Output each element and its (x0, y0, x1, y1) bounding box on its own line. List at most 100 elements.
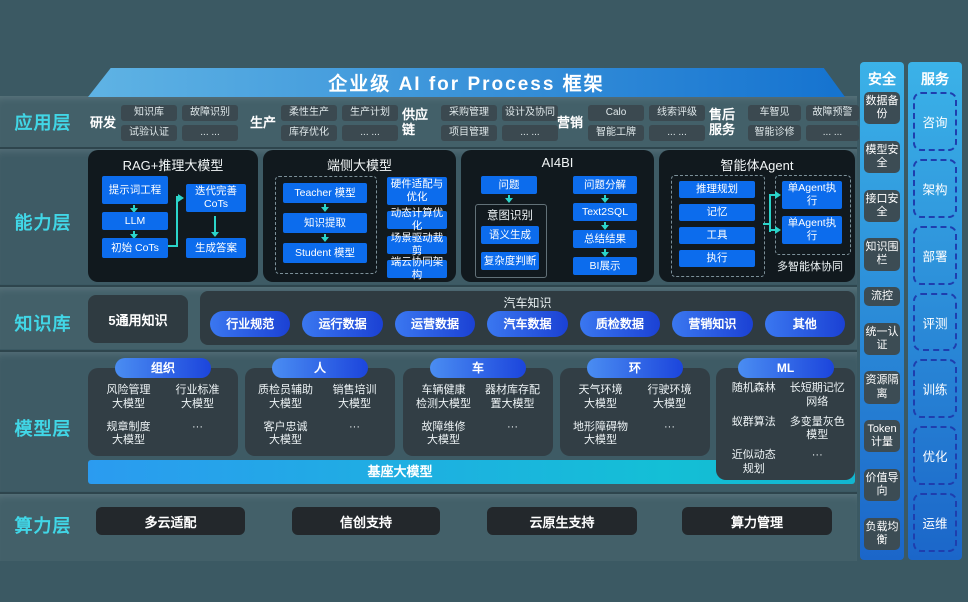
connector-line (176, 196, 178, 247)
bi-pipeline-box: 问题分解 (573, 176, 637, 194)
model-card-tag: 组织 (115, 358, 211, 378)
layer-label-compute: 算力层 (14, 516, 72, 536)
agent-module-box: 推理规划 (679, 181, 755, 198)
rag-right-box: 生成答案 (186, 238, 246, 258)
security-item: 统一认证 (864, 322, 900, 355)
connector-line (763, 223, 771, 225)
connector-line (168, 245, 178, 247)
ai4bi-panel-title: AI4BI (541, 155, 574, 170)
layer-label-application: 应用层 (14, 113, 72, 133)
layer-label-capability: 能力层 (14, 213, 72, 233)
app-item: 库存优化 (281, 125, 338, 141)
model-item: 近似动态 规划 (731, 449, 776, 475)
model-item: ··· (349, 420, 360, 433)
security-item: 知识围栏 (864, 238, 900, 271)
rag-step-box: LLM (102, 212, 168, 230)
service-item: 评测 (913, 292, 957, 352)
arrow-down-icon (601, 249, 609, 257)
service-item: 架构 (913, 158, 957, 218)
base-model-label: 基座大模型 (367, 464, 433, 479)
title-banner: 企业级 AI for Process 框架 (88, 68, 845, 97)
knowledge-pill: 质检数据 (579, 311, 661, 337)
divider (0, 492, 857, 494)
service-column-title: 服务 (921, 71, 949, 87)
model-item: 质检员辅助 大模型 (258, 384, 313, 410)
app-item: ... ... (342, 125, 399, 141)
model-item: 蚁群算法 (731, 415, 776, 428)
model-item: 行业标准 大模型 (175, 384, 220, 410)
security-item: 资源隔离 (864, 371, 900, 404)
service-item: 运维 (913, 493, 957, 553)
arrow-down-icon (130, 231, 138, 239)
ai4bi-panel: AI4BI 问题 意图识别 语义生成 复杂度判断 问题分解 Text2SQL 总… (461, 150, 654, 282)
security-item: 流控 (864, 287, 900, 307)
app-item: ... ... (806, 125, 859, 141)
model-item: ··· (507, 420, 518, 433)
knowledge-pill: 运行数据 (302, 311, 383, 337)
app-item: 故障识别 (182, 105, 239, 121)
service-item: 优化 (913, 426, 957, 486)
agent-executor-box: 单Agent执行 (782, 216, 842, 244)
bi-pipeline-box: Text2SQL (573, 203, 637, 221)
security-item: 接口安全 (864, 189, 900, 222)
edge-model-panel: 端侧大模型 Teacher 模型 知识提取 Student 模型 硬件适配与优化… (263, 150, 456, 282)
intent-label: 意图识别 (487, 210, 533, 222)
security-item: 负载均衡 (864, 517, 900, 550)
arrow-down-icon (211, 216, 219, 237)
bi-pipeline-box: BI展示 (573, 257, 637, 275)
intent-group-box (475, 204, 547, 278)
app-item: 柔性生产 (281, 105, 338, 121)
distill-group-box (275, 176, 377, 274)
knowledge-pill: 行业规范 (210, 311, 291, 337)
app-item: 智能工牌 (588, 125, 645, 141)
model-card-org: 组织 风险管理 大模型 行业标准 大模型 规章制度 大模型 ··· (88, 358, 238, 456)
divider (0, 350, 857, 352)
app-item: 项目管理 (441, 125, 497, 141)
agent-modules-box (671, 175, 765, 277)
connector-line (771, 194, 776, 196)
model-item: 长短期记忆 网络 (789, 382, 845, 408)
knowledge-pill: 汽车数据 (487, 311, 568, 337)
app-item: ... ... (182, 125, 239, 141)
intent-item-box: 语义生成 (481, 226, 539, 244)
arrow-down-icon (505, 195, 513, 203)
knowledge-pill: 其他 (764, 311, 845, 337)
rag-panel-title: RAG+推理大模型 (122, 158, 224, 173)
app-group-label: 供应链 (402, 107, 429, 137)
auto-knowledge-title: 汽车知识 (503, 296, 552, 310)
app-group-marketing: 营销 Calo 线索评级 智能工牌 ... ... (557, 102, 706, 144)
app-item: 生产计划 (342, 105, 399, 121)
app-group-rd: 研发 知识库 故障识别 试验认证 ... ... (90, 102, 239, 144)
multi-agent-caption: 多智能体协同 (777, 261, 843, 273)
rag-step-box: 初始 CoTs (102, 238, 168, 258)
model-card-tag: 人 (272, 358, 368, 378)
app-item: 知识库 (121, 105, 178, 121)
model-item: 地形障碍物 大模型 (573, 420, 628, 447)
agent-executors-box (775, 175, 851, 255)
model-card-tag: ML (737, 358, 834, 378)
app-group-supply-chain: 供应链 采购管理 设计及协同 项目管理 ... ... (402, 102, 558, 144)
arrow-down-icon (321, 204, 329, 212)
app-item: 车智见 (748, 105, 801, 121)
service-item: 训练 (913, 359, 957, 419)
app-group-label: 售后服务 (709, 107, 736, 137)
app-item: 采购管理 (441, 105, 497, 121)
app-item: 线索评级 (649, 105, 706, 121)
divider (0, 147, 857, 149)
security-item: 模型安全 (864, 140, 900, 174)
agent-module-box: 工具 (679, 227, 755, 244)
model-item: ··· (192, 420, 203, 433)
model-card-tag: 环 (587, 358, 683, 378)
connector-line (769, 194, 771, 232)
security-column-title: 安全 (868, 71, 896, 87)
model-card-tag: 车 (430, 358, 526, 378)
arrow-down-icon (321, 234, 329, 242)
security-column: 安全 数据备份 模型安全 接口安全 知识围栏 流控 统一认证 资源隔离 Toke… (860, 62, 904, 560)
security-item: 价值导向 (864, 468, 900, 502)
model-item: 行驶环境 大模型 (647, 384, 692, 410)
app-group-label: 研发 (90, 114, 117, 130)
auto-knowledge-panel: 汽车知识 行业规范 运行数据 运营数据 汽车数据 质检数据 营销知识 其他 (200, 291, 855, 345)
app-item: 故障预警 (806, 105, 859, 121)
model-card-environment: 环 天气环境 大模型 行驶环境 大模型 地形障碍物 大模型 ··· (560, 358, 710, 456)
